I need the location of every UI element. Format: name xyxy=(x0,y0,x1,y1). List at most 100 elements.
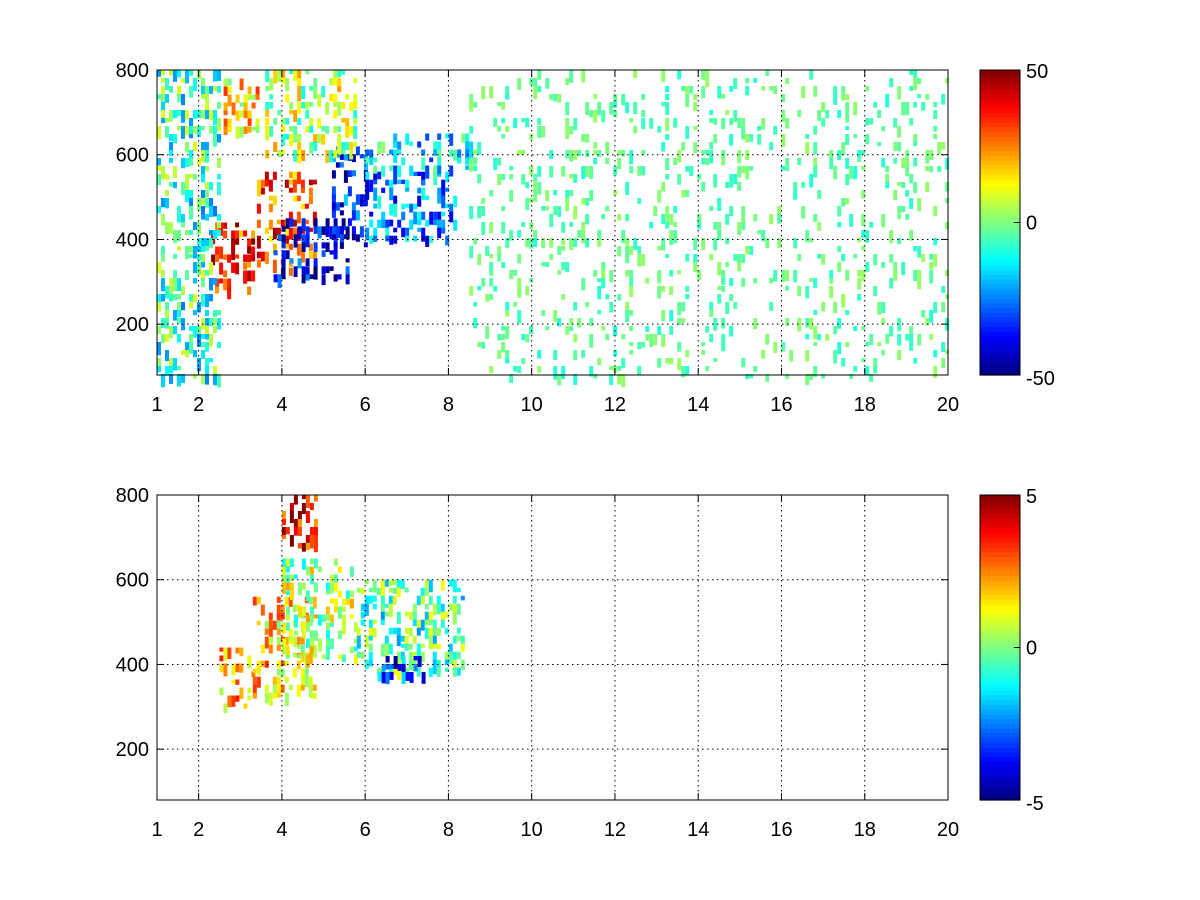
colorbar-segment xyxy=(980,198,1020,205)
heatmap-cell xyxy=(388,603,393,618)
heatmap-cell xyxy=(436,643,441,649)
heatmap-cell xyxy=(368,635,373,641)
heatmap-cell xyxy=(173,166,177,178)
heatmap-cell xyxy=(317,566,322,573)
heatmap-cell xyxy=(449,133,454,146)
colorbar-tick-label: 0 xyxy=(1026,213,1037,235)
heatmap-cell xyxy=(725,302,730,314)
heatmap-cell xyxy=(285,582,290,591)
heatmap-cell xyxy=(276,219,281,225)
heatmap-cell xyxy=(665,214,670,223)
heatmap-cell xyxy=(433,211,438,225)
heatmap-cell xyxy=(223,278,228,291)
heatmap-cell xyxy=(213,230,217,240)
heatmap-cell xyxy=(416,619,421,633)
heatmap-cell xyxy=(235,94,240,103)
heatmap-cell xyxy=(193,222,197,230)
heatmap-cell xyxy=(889,230,894,244)
heatmap-cell xyxy=(709,302,714,316)
heatmap-cell xyxy=(681,366,686,378)
heatmap-cell xyxy=(573,174,578,183)
heatmap-cell xyxy=(641,166,646,176)
heatmap-cell xyxy=(165,94,169,103)
heatmap-cell xyxy=(404,643,409,651)
heatmap-cell xyxy=(273,250,278,256)
heatmap-cell xyxy=(917,334,922,346)
heatmap-cell xyxy=(337,274,342,280)
heatmap-cell xyxy=(181,110,185,123)
heatmap-cell xyxy=(533,230,538,242)
heatmap-cell xyxy=(673,222,678,227)
heatmap-cell xyxy=(197,158,201,166)
heatmap-cell xyxy=(297,134,302,147)
heatmap-cell xyxy=(284,179,289,188)
heatmap-cell xyxy=(177,246,181,251)
heatmap-cell xyxy=(281,70,286,82)
heatmap-cell xyxy=(277,150,282,158)
heatmap-cell xyxy=(625,270,630,277)
heatmap-cell xyxy=(347,186,352,197)
heatmap-cell xyxy=(561,262,566,270)
heatmap-cell xyxy=(521,222,526,227)
heatmap-cell xyxy=(405,187,410,192)
heatmap-cell xyxy=(325,622,330,631)
heatmap-cell xyxy=(505,126,510,132)
heatmap-cell xyxy=(217,230,221,236)
colorbar-segment xyxy=(980,647,1020,653)
heatmap-cell xyxy=(597,310,602,315)
heatmap-cell xyxy=(349,126,354,136)
heatmap-cell xyxy=(285,250,290,260)
heatmap-cell xyxy=(653,334,658,346)
heatmap-cell xyxy=(339,202,344,208)
heatmap-cell xyxy=(337,126,342,132)
heatmap-cell xyxy=(380,611,385,621)
heatmap-cell xyxy=(701,182,706,192)
heatmap-cell xyxy=(905,150,910,158)
heatmap-cell xyxy=(717,222,722,232)
heatmap-cell xyxy=(429,211,434,225)
heatmap-cell xyxy=(545,190,550,202)
heatmap-cell xyxy=(637,254,642,267)
heatmap-cell xyxy=(333,582,338,592)
heatmap-cell xyxy=(621,230,626,243)
heatmap-cell xyxy=(557,206,562,217)
heatmap-cell xyxy=(157,342,161,356)
heatmap-cell xyxy=(325,590,330,595)
heatmap-cell xyxy=(173,270,177,283)
heatmap-cell xyxy=(625,182,630,196)
heatmap-cell xyxy=(201,158,205,163)
heatmap-cell xyxy=(213,318,217,325)
heatmap-cell xyxy=(281,574,286,585)
heatmap-cell xyxy=(277,70,282,82)
heatmap-cell xyxy=(265,86,270,92)
heatmap-cell xyxy=(251,238,256,245)
heatmap-cell xyxy=(617,294,622,301)
heatmap-cell xyxy=(721,318,726,329)
heatmap-cell xyxy=(329,598,334,604)
heatmap-cell xyxy=(481,198,486,204)
heatmap-cell xyxy=(593,110,598,123)
heatmap-cell xyxy=(329,622,334,627)
heatmap-cell xyxy=(681,142,686,151)
colorbar-segment xyxy=(980,742,1020,749)
heatmap-cell xyxy=(157,302,161,312)
heatmap-cell xyxy=(721,278,726,285)
heatmap-cell xyxy=(308,676,313,689)
heatmap-cell xyxy=(637,342,642,350)
heatmap-cell xyxy=(177,278,181,292)
heatmap-cell xyxy=(269,78,274,91)
heatmap-cell xyxy=(321,242,326,249)
heatmap-cell xyxy=(941,286,946,293)
heatmap-cell xyxy=(301,503,306,514)
heatmap-cell xyxy=(829,286,834,299)
heatmap-cell xyxy=(613,102,618,108)
heatmap-cell xyxy=(753,366,758,372)
x-tick-label: 16 xyxy=(770,394,792,416)
heatmap-cell xyxy=(705,70,710,81)
heatmap-cell xyxy=(325,218,330,227)
colorbar-segment xyxy=(980,604,1020,610)
heatmap-cell xyxy=(243,254,248,262)
heatmap-cell xyxy=(437,227,442,239)
heatmap-cell xyxy=(235,126,240,139)
